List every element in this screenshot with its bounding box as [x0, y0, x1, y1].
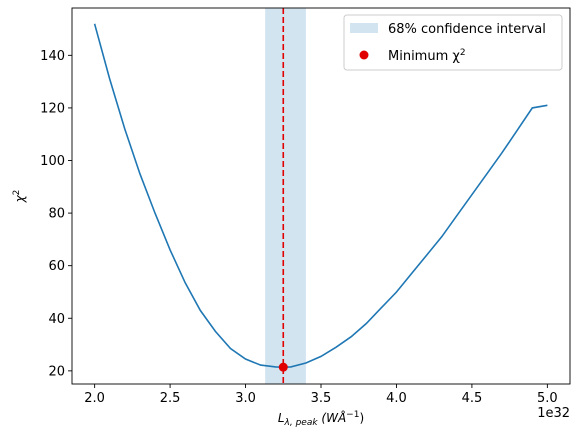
y-tick-label: 40 [48, 312, 65, 327]
legend-minimum-label: Minimum χ2 [388, 48, 466, 64]
legend-box [343, 14, 563, 71]
y-axis-label-main: χ [13, 194, 27, 203]
y-tick-label: 20 [48, 364, 65, 379]
x-axis-multiplier: 1e32 [537, 406, 570, 421]
x-axis-label-units-close: ) [359, 411, 364, 425]
chi-square-curve [93, 23, 548, 369]
minimum-point [278, 362, 288, 372]
legend-ci-swatch [350, 23, 378, 33]
x-tick-label: 5.0 [537, 391, 558, 406]
y-tick-label: 60 [48, 259, 65, 274]
legend-minimum-label-main: Minimum χ [388, 49, 460, 64]
confidence-interval-band [265, 8, 306, 384]
x-tick-label: 4.5 [462, 391, 483, 406]
x-tick-label: 2.0 [84, 391, 105, 406]
y-tick-label: 80 [48, 207, 65, 222]
y-tick-label: 100 [40, 154, 65, 169]
legend-ci-label: 68% confidence interval [388, 22, 546, 37]
x-axis-label-units: (WÅ [321, 410, 346, 425]
y-axis-label: χ2 [12, 190, 27, 204]
legend-minimum-marker [359, 50, 369, 60]
y-axis-label-exp: 2 [12, 190, 22, 196]
x-tick-label: 2.5 [160, 391, 181, 406]
y-tick-label: 140 [40, 49, 65, 64]
x-tick-label: 4.0 [386, 391, 407, 406]
legend-minimum-label-exp: 2 [460, 48, 466, 58]
y-tick-label: 120 [40, 101, 65, 116]
x-axis-label-units-exp: −1 [346, 410, 359, 420]
x-axis-label-main: L [278, 411, 285, 425]
x-tick-label: 3.5 [311, 391, 332, 406]
x-axis-label: Lλ, peak (WÅ−1) [278, 410, 364, 428]
x-tick-label: 3.0 [235, 391, 256, 406]
legend: 68% confidence interval Minimum χ2 [343, 14, 563, 71]
x-axis-label-sub: λ, peak [284, 418, 319, 428]
